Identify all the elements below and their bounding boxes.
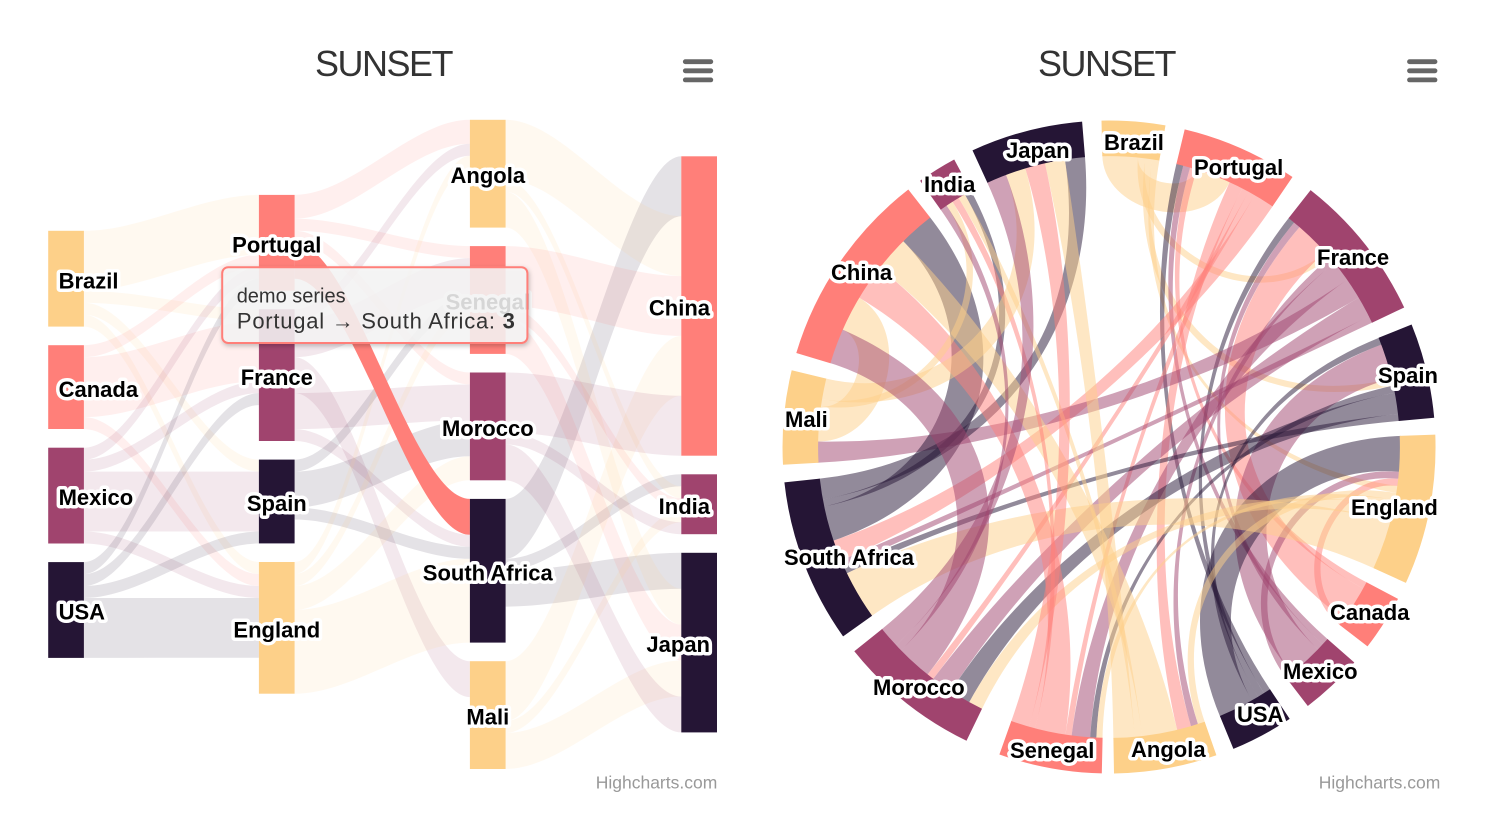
svg-text:Japan: Japan [646, 632, 710, 657]
svg-text:Mexico: Mexico [59, 485, 134, 510]
svg-text:China: China [649, 296, 711, 321]
svg-text:South Africa: South Africa [423, 560, 554, 585]
svg-text:Brazil: Brazil [59, 268, 119, 293]
svg-text:Angola: Angola [1131, 737, 1206, 762]
svg-text:South Africa: South Africa [784, 545, 915, 570]
svg-text:England: England [1351, 495, 1438, 520]
svg-text:Portugal: Portugal [1194, 155, 1283, 180]
svg-text:Spain: Spain [247, 491, 307, 516]
svg-text:England: England [233, 618, 320, 643]
svg-text:USA: USA [1237, 702, 1284, 727]
svg-text:Canada: Canada [1330, 600, 1410, 625]
svg-text:Portugal: Portugal [232, 232, 321, 257]
svg-text:Highcharts.com: Highcharts.com [596, 773, 718, 793]
svg-text:Angola: Angola [451, 163, 526, 188]
svg-text:Morocco: Morocco [442, 416, 534, 441]
svg-text:USA: USA [59, 600, 106, 625]
svg-text:India: India [924, 172, 976, 197]
svg-text:SUNSET: SUNSET [315, 43, 454, 84]
svg-text:Brazil: Brazil [1104, 130, 1164, 155]
svg-text:Mali: Mali [785, 407, 828, 432]
svg-text:Japan: Japan [1006, 138, 1070, 163]
svg-text:Spain: Spain [1378, 363, 1438, 388]
svg-text:Mali: Mali [466, 705, 509, 730]
svg-text:Portugal → South Africa: 3: Portugal → South Africa: 3 [237, 308, 516, 333]
svg-text:France: France [241, 365, 313, 390]
svg-text:demo series: demo series [237, 286, 346, 308]
svg-text:China: China [831, 260, 893, 285]
svg-text:Senegal: Senegal [1010, 738, 1094, 763]
svg-text:Morocco: Morocco [873, 675, 965, 700]
svg-text:France: France [1317, 245, 1389, 270]
svg-text:Highcharts.com: Highcharts.com [1319, 773, 1441, 793]
svg-text:SUNSET: SUNSET [1038, 43, 1177, 84]
svg-text:Canada: Canada [59, 377, 139, 402]
svg-text:Mexico: Mexico [1283, 659, 1358, 684]
svg-text:India: India [659, 494, 711, 519]
